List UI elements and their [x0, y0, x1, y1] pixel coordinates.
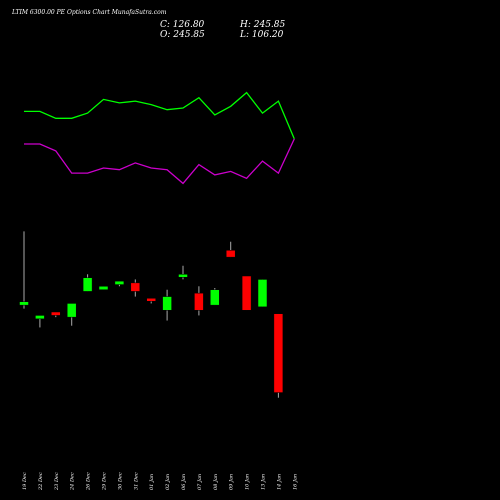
- candle: [257, 279, 268, 308]
- lower-band-line: [24, 138, 295, 185]
- candle-body: [130, 282, 141, 292]
- candle: [114, 280, 125, 287]
- x-tick-label: 24 Dec: [70, 472, 76, 491]
- candles-layer: [19, 231, 284, 398]
- x-tick-label: 13 Jan: [261, 474, 267, 490]
- candle: [66, 303, 77, 326]
- candle-body: [241, 275, 252, 311]
- candle: [82, 274, 93, 292]
- high-readout: H: 245.85: [239, 20, 286, 30]
- candle-body: [210, 289, 220, 306]
- candle-body: [225, 250, 236, 258]
- low-readout: L: 106.20: [239, 30, 284, 40]
- candle: [130, 279, 141, 297]
- x-tick-label: 06 Jan: [181, 474, 187, 490]
- candle: [146, 298, 156, 304]
- candle-body: [98, 286, 109, 290]
- candle-body: [162, 296, 172, 311]
- x-tick-label: 14 Jan: [276, 474, 282, 490]
- candle: [241, 275, 252, 311]
- candle: [35, 315, 45, 328]
- x-tick-label: 08 Jan: [213, 474, 219, 490]
- close-readout: C: 126.80: [160, 20, 205, 30]
- x-tick-label: 23 Dec: [54, 472, 60, 491]
- x-tick-label: 02 Jan: [165, 474, 171, 490]
- x-tick-label: 16 Jan: [292, 474, 298, 490]
- x-tick-label: 26 Dec: [86, 472, 92, 491]
- candle-body: [66, 303, 77, 318]
- x-tick-label: 22 Dec: [38, 472, 44, 491]
- candle: [162, 289, 172, 321]
- candle: [194, 286, 204, 316]
- x-tick-label: 09 Jan: [229, 474, 235, 490]
- candle-body: [82, 277, 93, 292]
- chart-title: LTIM 6300.00 PE Options Chart MunafaSutr…: [11, 9, 167, 16]
- x-tick-label: 29 Dec: [102, 472, 108, 491]
- x-axis-ticks: 19 Dec 22 Dec 23 Dec 24 Dec 26 Dec 29 Dec 30 D…: [22, 472, 298, 491]
- candle: [273, 313, 284, 398]
- candle: [178, 265, 188, 280]
- candle-body: [178, 274, 188, 278]
- x-tick-label: 10 Jan: [245, 474, 251, 490]
- upper-band-line: [24, 91, 295, 140]
- open-readout: O: 245.85: [160, 30, 205, 40]
- x-tick-label: 01 Jan: [149, 474, 155, 490]
- candle-body: [51, 311, 61, 316]
- x-tick-label: 19 Dec: [22, 472, 28, 490]
- candle-body: [114, 280, 125, 285]
- candle: [51, 311, 61, 318]
- candle-body: [273, 313, 284, 393]
- candle: [19, 231, 29, 309]
- candle-body: [19, 301, 29, 306]
- candle: [210, 288, 220, 306]
- candle: [98, 286, 109, 290]
- candle-body: [257, 279, 268, 308]
- x-tick-label: 07 Jan: [197, 474, 203, 490]
- x-tick-label: 30 Dec: [117, 472, 123, 490]
- candle-body: [146, 298, 156, 302]
- candle-body: [35, 315, 45, 320]
- candle-body: [194, 292, 204, 311]
- x-tick-label: 31 Dec: [133, 472, 139, 490]
- bands-layer: [24, 91, 295, 185]
- candle: [225, 241, 236, 258]
